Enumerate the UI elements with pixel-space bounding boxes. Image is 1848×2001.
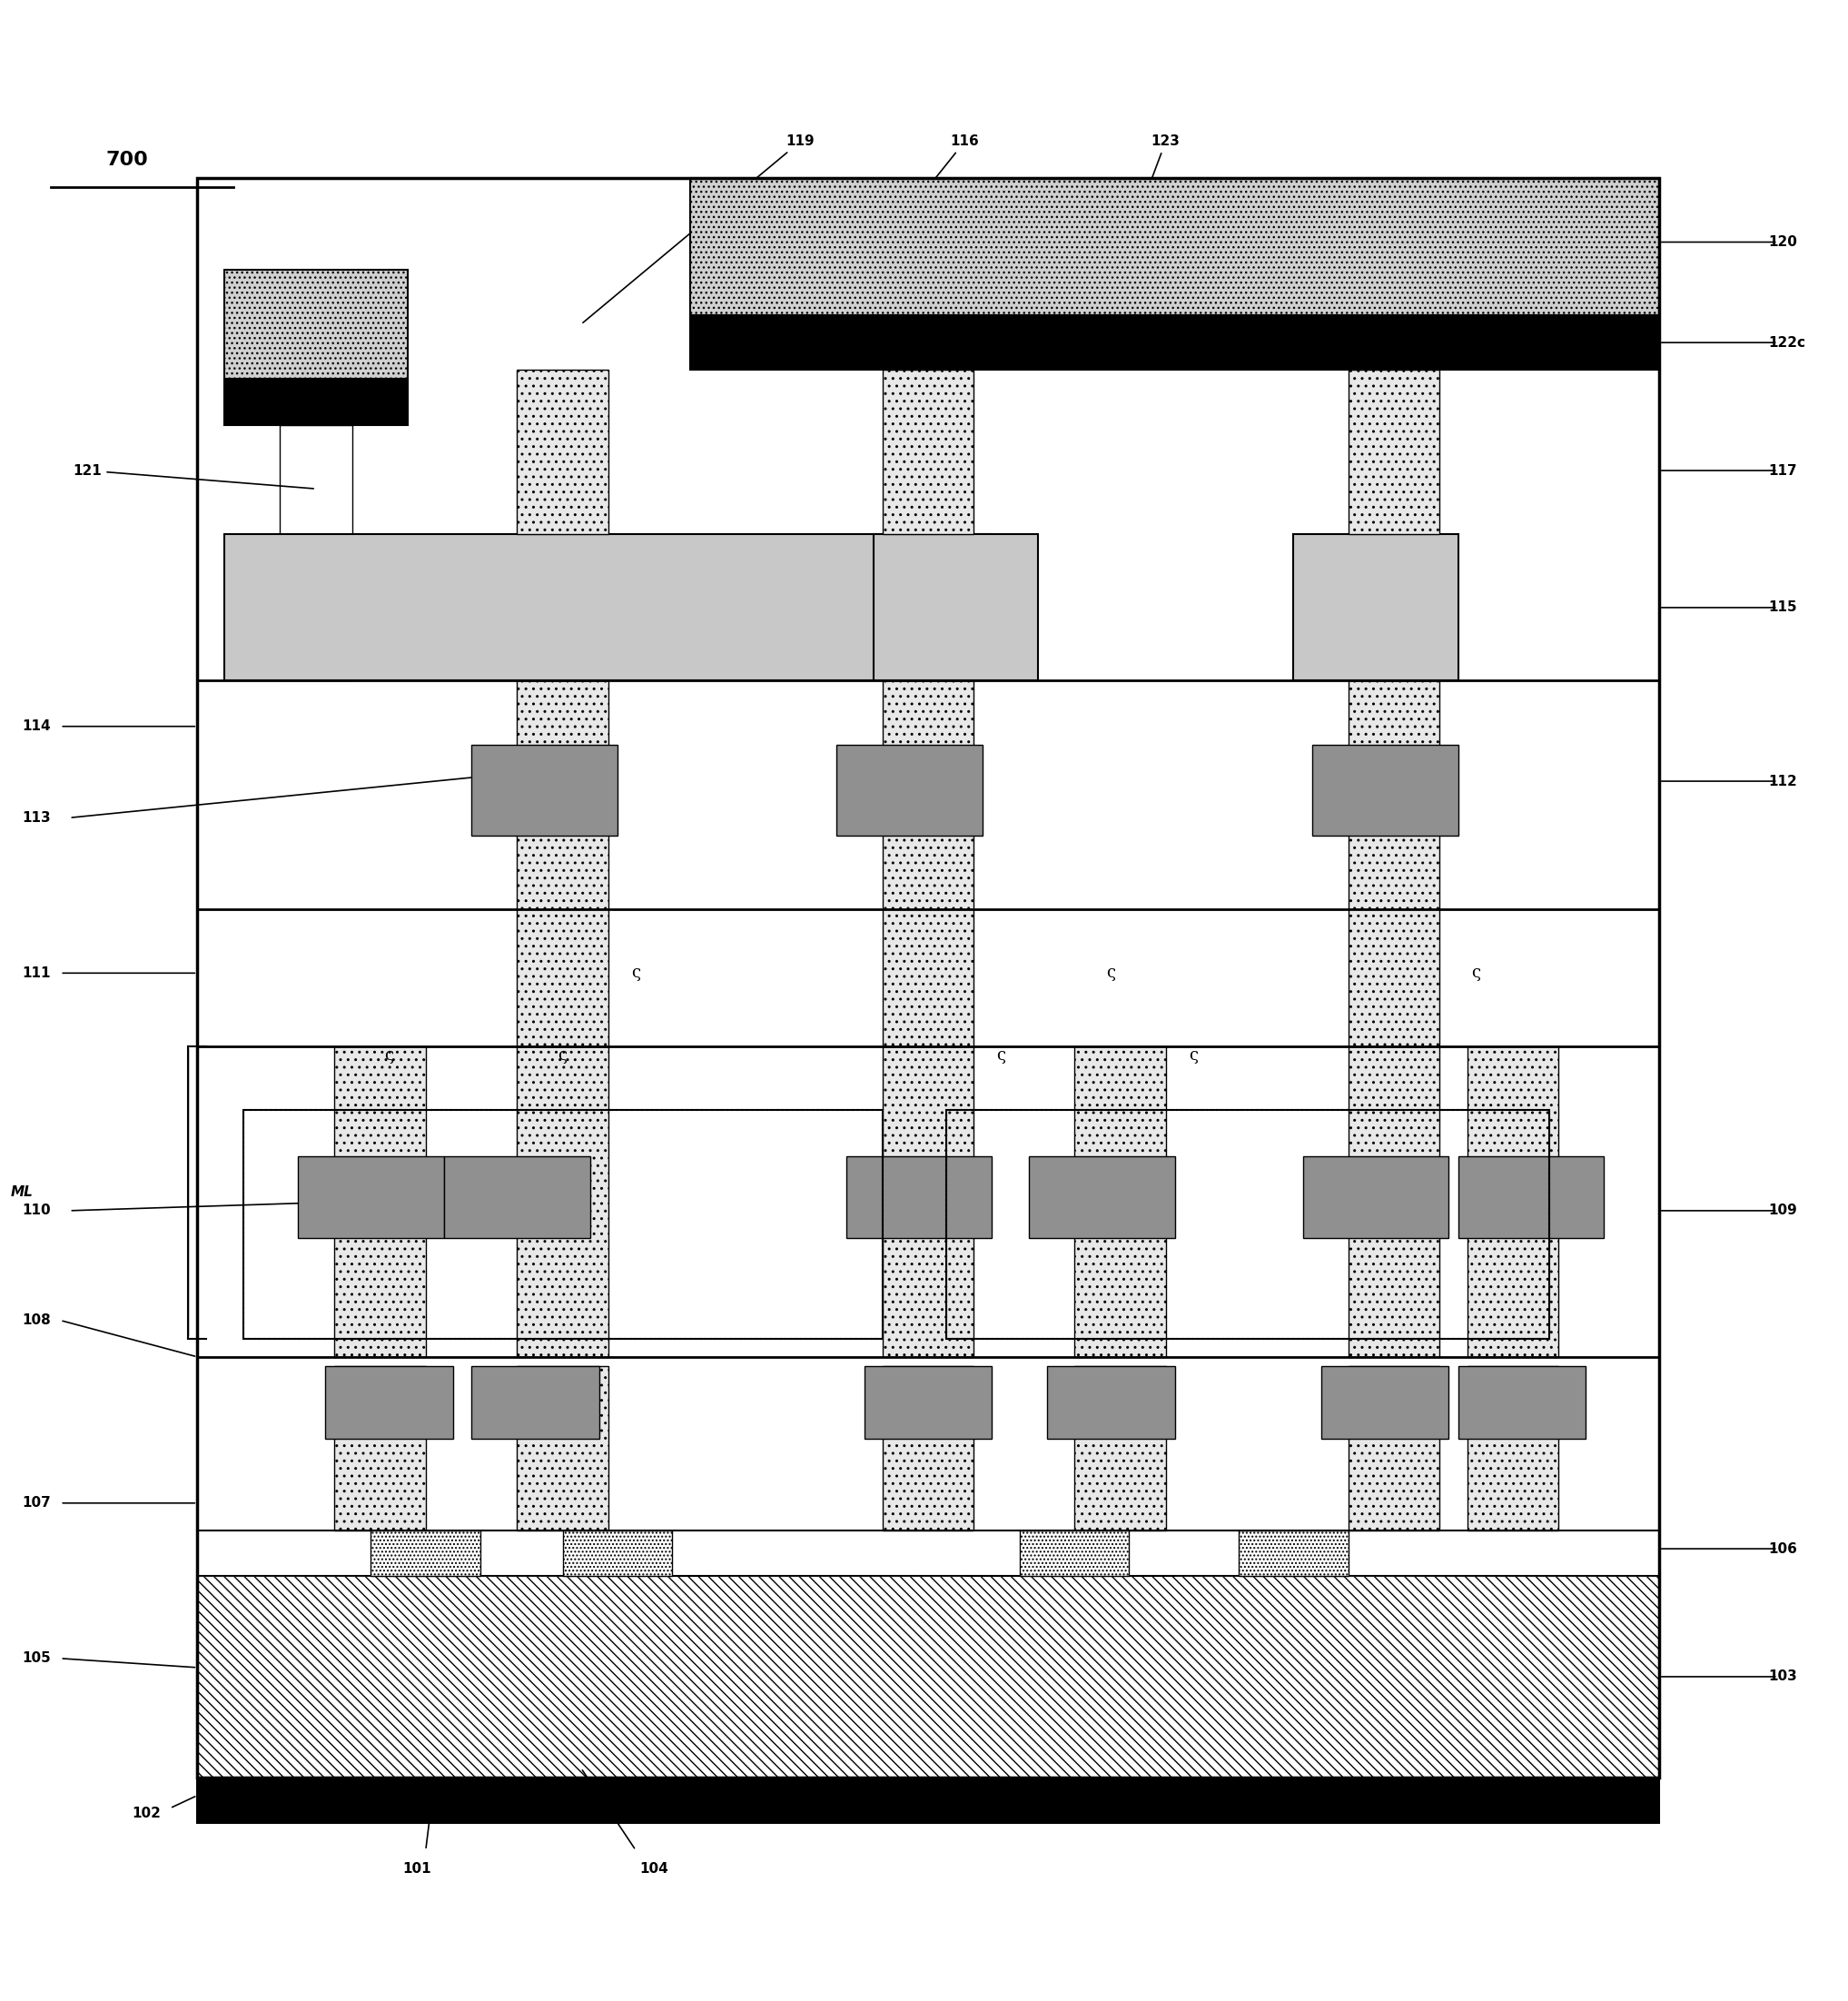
FancyBboxPatch shape — [517, 680, 608, 1047]
FancyBboxPatch shape — [517, 1367, 608, 1531]
FancyBboxPatch shape — [874, 534, 1039, 680]
Text: 119: 119 — [582, 134, 815, 322]
FancyBboxPatch shape — [883, 1047, 974, 1357]
Text: 109: 109 — [1769, 1205, 1798, 1217]
FancyBboxPatch shape — [225, 378, 407, 424]
Text: ς: ς — [996, 1047, 1005, 1063]
FancyBboxPatch shape — [1458, 1157, 1604, 1239]
Text: ς: ς — [384, 1047, 394, 1063]
Text: 112: 112 — [1769, 774, 1798, 788]
Text: ML: ML — [11, 1185, 33, 1199]
Text: 107: 107 — [22, 1497, 52, 1511]
FancyBboxPatch shape — [225, 270, 407, 378]
Text: ς: ς — [1107, 964, 1116, 980]
FancyBboxPatch shape — [1349, 680, 1440, 1047]
FancyBboxPatch shape — [1074, 1047, 1166, 1357]
FancyBboxPatch shape — [1467, 1367, 1558, 1531]
Text: 108: 108 — [22, 1313, 52, 1327]
FancyBboxPatch shape — [865, 1367, 992, 1439]
FancyBboxPatch shape — [1349, 1367, 1440, 1531]
FancyBboxPatch shape — [1303, 1157, 1449, 1239]
FancyBboxPatch shape — [517, 1047, 608, 1357]
FancyBboxPatch shape — [371, 1531, 480, 1577]
Text: 117: 117 — [1769, 464, 1798, 478]
FancyBboxPatch shape — [562, 1531, 673, 1577]
Text: 122c: 122c — [1769, 336, 1805, 350]
Text: 123: 123 — [1112, 134, 1181, 286]
FancyBboxPatch shape — [1321, 1367, 1449, 1439]
Text: 700: 700 — [105, 150, 148, 168]
Text: 115: 115 — [1769, 600, 1798, 614]
Text: 113: 113 — [22, 810, 52, 824]
FancyBboxPatch shape — [1048, 1367, 1175, 1439]
Text: 106: 106 — [1769, 1543, 1798, 1555]
FancyBboxPatch shape — [471, 1367, 599, 1439]
FancyBboxPatch shape — [444, 1157, 590, 1239]
Text: ς: ς — [1188, 1047, 1198, 1063]
FancyBboxPatch shape — [471, 744, 617, 836]
Text: 101: 101 — [403, 1861, 431, 1875]
FancyBboxPatch shape — [225, 534, 992, 680]
Text: ς: ς — [1471, 964, 1480, 980]
FancyBboxPatch shape — [883, 680, 974, 1047]
FancyBboxPatch shape — [334, 1047, 425, 1357]
FancyBboxPatch shape — [1349, 370, 1440, 534]
Text: 110: 110 — [22, 1205, 52, 1217]
Text: 111: 111 — [22, 966, 52, 980]
Text: 104: 104 — [639, 1861, 669, 1875]
Text: 102: 102 — [131, 1807, 161, 1821]
Text: 116: 116 — [821, 134, 979, 322]
FancyBboxPatch shape — [1074, 1367, 1166, 1531]
FancyBboxPatch shape — [883, 1367, 974, 1531]
FancyBboxPatch shape — [198, 1577, 1660, 1777]
FancyBboxPatch shape — [837, 744, 983, 836]
FancyBboxPatch shape — [1312, 744, 1458, 836]
FancyBboxPatch shape — [1020, 1531, 1129, 1577]
Text: ς: ς — [632, 964, 641, 980]
FancyBboxPatch shape — [846, 1157, 992, 1239]
Text: 103: 103 — [1769, 1671, 1798, 1683]
FancyBboxPatch shape — [517, 370, 608, 534]
Text: 114: 114 — [22, 720, 52, 732]
FancyBboxPatch shape — [198, 1777, 1660, 1823]
Text: 105: 105 — [22, 1651, 52, 1665]
FancyBboxPatch shape — [1349, 1047, 1440, 1357]
FancyBboxPatch shape — [1029, 1157, 1175, 1239]
FancyBboxPatch shape — [334, 1367, 425, 1531]
FancyBboxPatch shape — [691, 178, 1660, 316]
FancyBboxPatch shape — [1458, 1367, 1586, 1439]
FancyBboxPatch shape — [1294, 534, 1458, 680]
Text: 120: 120 — [1769, 236, 1798, 248]
FancyBboxPatch shape — [325, 1367, 453, 1439]
FancyBboxPatch shape — [883, 370, 974, 534]
Text: ς: ς — [558, 1047, 567, 1063]
FancyBboxPatch shape — [279, 424, 353, 680]
FancyBboxPatch shape — [1467, 1047, 1558, 1357]
FancyBboxPatch shape — [1238, 1531, 1349, 1577]
FancyBboxPatch shape — [298, 1157, 444, 1239]
Text: 121: 121 — [74, 464, 314, 488]
FancyBboxPatch shape — [691, 316, 1660, 370]
